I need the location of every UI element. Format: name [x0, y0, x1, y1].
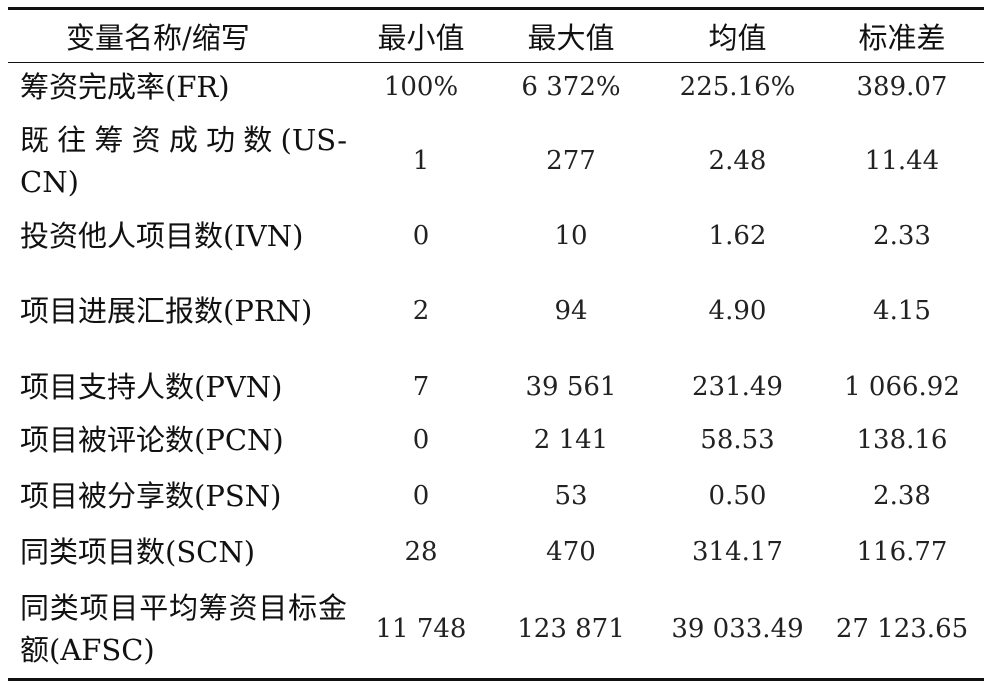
stat-cell: 4.90: [708, 295, 767, 326]
stat-cell: 94: [554, 295, 588, 326]
stat-cell: 39 561: [525, 371, 617, 402]
variable-name: 项目被评论数(PCN): [20, 423, 284, 457]
variable-name: 同类项目平均筹资目标金额(AFSC): [20, 590, 347, 667]
stat-cell: 28: [404, 536, 438, 567]
stat-cell: 470: [546, 536, 596, 567]
table-row: 项目支持人数(PVN) 7 39 561 231.49 1 066.92: [8, 361, 984, 413]
stat-cell: 1: [412, 145, 430, 176]
stat-cell: 0.50: [708, 480, 767, 511]
stat-cell: 2.33: [873, 220, 931, 251]
table-row: 项目进展汇报数(PRN) 2 94 4.90 4.15: [8, 261, 984, 361]
stat-cell: 4.15: [873, 295, 931, 326]
variable-name: 项目进展汇报数(PRN): [20, 293, 313, 328]
stat-cell: 100%: [383, 71, 459, 102]
stat-cell: 11.44: [864, 145, 940, 176]
stat-cell: 123 871: [517, 613, 625, 644]
table-row: 项目被评论数(PCN) 0 2 141 58.53 138.16: [8, 413, 984, 468]
stat-cell: 6 372%: [521, 71, 621, 102]
stat-cell: 389.07: [856, 71, 948, 102]
variable-name: 投资他人项目数(IVN): [20, 218, 304, 253]
variable-name: 既往筹资成功数(US-CN): [20, 122, 347, 199]
stat-cell: 53: [554, 480, 588, 511]
stat-cell: 11 748: [375, 613, 467, 644]
stat-cell: 27 123.65: [835, 613, 969, 644]
table-row: 项目被分享数(PSN) 0 53 0.50 2.38: [8, 468, 984, 524]
table-row: 同类项目数(SCN) 28 470 314.17 116.77: [8, 524, 984, 580]
stat-cell: 1 066.92: [844, 371, 960, 402]
stat-cell: 138.16: [856, 425, 948, 455]
stat-cell: 1.62: [708, 220, 767, 251]
header-cell: 标准差: [820, 8, 984, 63]
header-cell: 最大值: [487, 8, 655, 63]
stat-cell: 2.48: [708, 145, 767, 176]
header-cell: 均值: [655, 8, 820, 63]
stat-cell: 0: [412, 220, 430, 251]
table-row: 同类项目平均筹资目标金额(AFSC) 11 748 123 871 39 033.49…: [8, 580, 984, 680]
stat-cell: 10: [554, 220, 588, 251]
stat-cell: 314.17: [692, 536, 783, 567]
stat-cell: 39 033.49: [671, 613, 804, 644]
stat-cell: 58.53: [700, 425, 775, 455]
stat-cell: 2: [412, 295, 430, 326]
header-cell: 最小值: [355, 8, 487, 63]
stat-cell: 0: [412, 425, 430, 455]
stat-cell: 231.49: [692, 371, 783, 402]
variable-name: 筹资完成率(FR): [20, 69, 230, 104]
header-cell: 变量名称/缩写: [8, 8, 355, 63]
stat-cell: 7: [412, 371, 430, 402]
stat-cell: 2.38: [873, 480, 931, 511]
stats-table: 变量名称/缩写 最小值 最大值 均值 标准差 筹资完成率(FR) 100% 6 372% 22…: [8, 7, 984, 681]
table-row: 投资他人项目数(IVN) 0 10 1.62 2.33: [8, 211, 984, 261]
table-row: 既往筹资成功数(US-CN) 1 277 2.48 11.44: [8, 111, 984, 211]
variable-name: 项目被分享数(PSN): [20, 478, 282, 513]
stat-cell: 225.16%: [679, 71, 796, 102]
stat-cell: 277: [546, 145, 596, 176]
table-row: 筹资完成率(FR) 100% 6 372% 225.16% 389.07: [8, 63, 984, 111]
variable-name: 项目支持人数(PVN): [20, 369, 283, 404]
stat-cell: 116.77: [856, 536, 948, 567]
variable-name: 同类项目数(SCN): [20, 534, 256, 569]
header-row: 变量名称/缩写 最小值 最大值 均值 标准差: [8, 8, 984, 63]
table-body: 筹资完成率(FR) 100% 6 372% 225.16% 389.07 既往筹资成功数(…: [8, 63, 984, 680]
stat-cell: 2 141: [533, 425, 609, 455]
stat-cell: 0: [412, 480, 430, 511]
